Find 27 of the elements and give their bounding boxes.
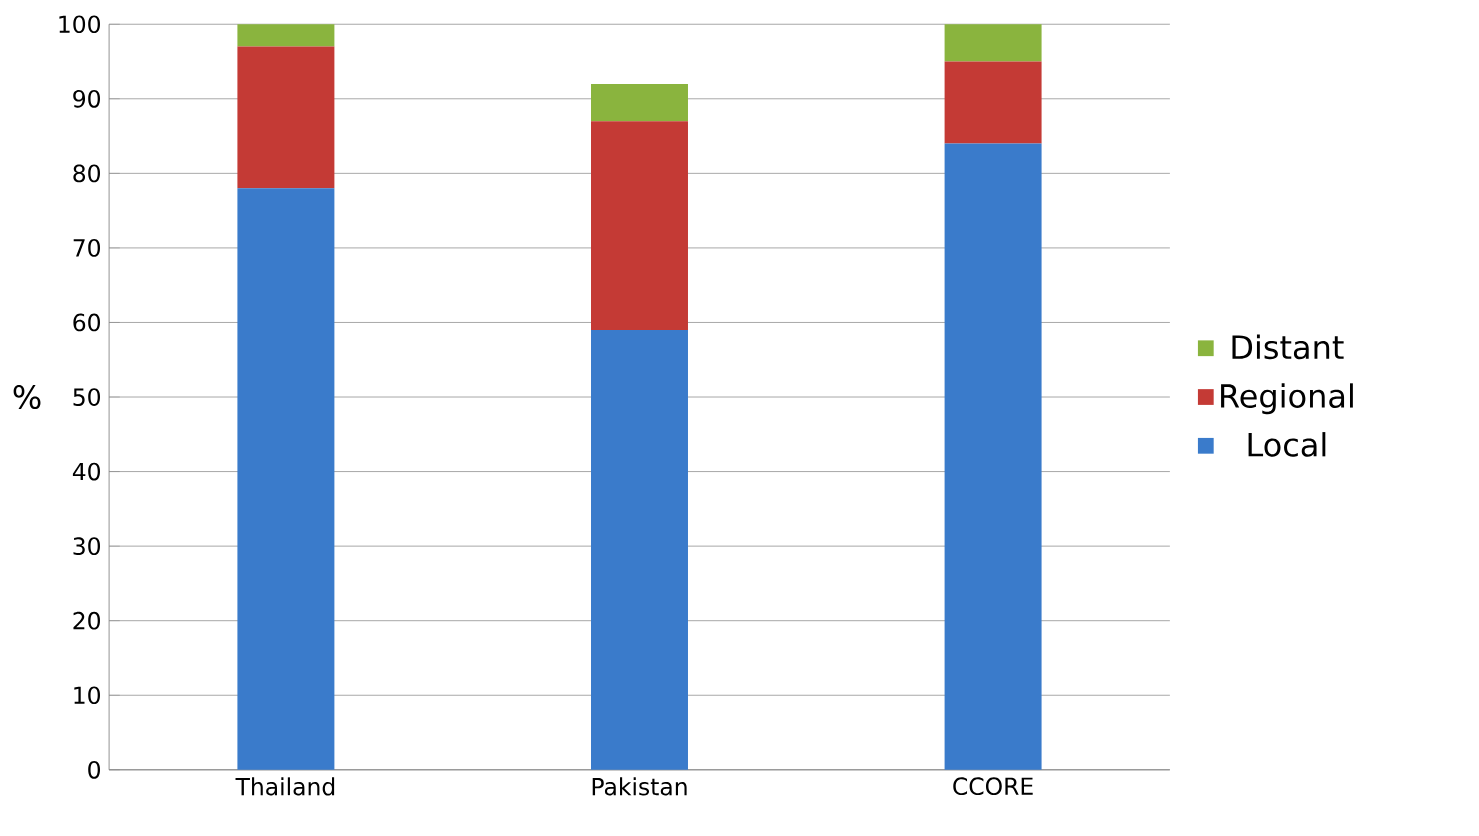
bar: [591, 120, 688, 330]
y-tick-label: 90: [73, 89, 100, 108]
x-tick-label: Pakistan: [592, 777, 687, 796]
y-tick-label: 20: [73, 611, 100, 630]
bar: [237, 24, 335, 47]
y-axis-title: %: [13, 384, 41, 409]
y-tick-label: 60: [73, 313, 100, 332]
bar: [591, 329, 688, 770]
bar: [237, 188, 335, 770]
y-tick-label: 40: [72, 462, 100, 481]
y-tick-label: 50: [73, 387, 100, 406]
bar: [237, 46, 335, 189]
bar: [944, 61, 1042, 144]
bar: [944, 143, 1042, 770]
y-tick-label: 80: [73, 164, 100, 182]
y-tick-label: 10: [74, 686, 100, 704]
x-tick-label: CCORE: [953, 777, 1033, 795]
y-tick-label: 70: [73, 238, 100, 257]
bar: [591, 83, 688, 121]
y-tick-label: 100: [59, 15, 100, 33]
x-tick-label: Thailand: [235, 777, 335, 796]
legend-label: Local: [1248, 431, 1326, 457]
bar: [944, 24, 1042, 62]
legend-label: Regional: [1221, 383, 1353, 414]
y-tick-label: 30: [73, 537, 100, 555]
legend-label: Distant: [1232, 334, 1344, 360]
y-tick-label: 0: [88, 760, 100, 779]
